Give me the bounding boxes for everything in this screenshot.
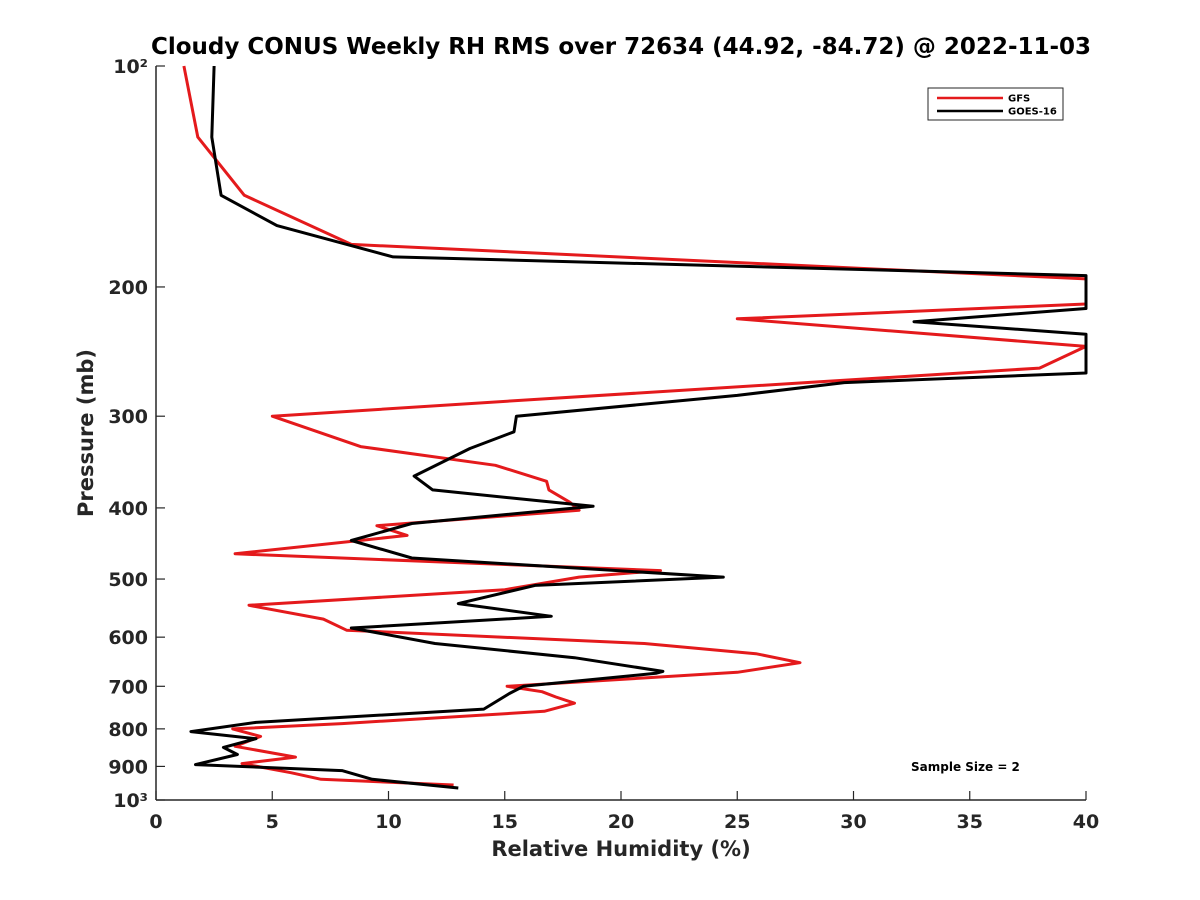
series-line-gfs: [182, 65, 1088, 787]
x-axis-title: Relative Humidity (%): [491, 837, 750, 861]
series-line-goes-16: [189, 65, 1088, 790]
y-tick-label: 800: [108, 719, 148, 741]
plot-area: [156, 66, 1086, 800]
y-axis-ticks: 10² 200 300 400 500 600 700 800 900 10³: [108, 56, 165, 812]
legend-label-gfs: GFS: [1008, 94, 1030, 105]
y-tick-label: 10³: [113, 790, 148, 812]
legend-box: [927, 87, 1064, 121]
y-axis-title: Pressure (mb): [74, 349, 98, 517]
x-tick-label: 10: [375, 811, 401, 833]
x-tick-label: 5: [266, 811, 279, 833]
y-tick-label: 400: [108, 498, 148, 520]
sample-size-annotation: Sample Size = 2: [911, 760, 1020, 774]
x-tick-label: 15: [492, 811, 518, 833]
legend: GFS GOES-16: [927, 87, 1064, 121]
x-tick-label: 30: [840, 811, 866, 833]
y-tick-label: 600: [108, 627, 148, 649]
x-tick-label: 25: [724, 811, 750, 833]
y-tick-label: 700: [108, 676, 148, 698]
x-tick-label: 20: [608, 811, 634, 833]
y-tick-label: 900: [108, 756, 148, 778]
legend-label-goes16: GOES-16: [1008, 107, 1057, 118]
y-tick-label: 10²: [113, 56, 148, 78]
x-tick-label: 35: [957, 811, 983, 833]
y-tick-label: 200: [108, 277, 148, 299]
x-tick-label: 40: [1073, 811, 1099, 833]
x-axis-ticks: 0 5 10 15 20 25 30 35 40: [149, 791, 1099, 833]
chart-title: Cloudy CONUS Weekly RH RMS over 72634 (4…: [151, 34, 1091, 60]
y-tick-label: 300: [108, 406, 148, 428]
series-layer: [182, 65, 1088, 790]
y-tick-label: 500: [108, 569, 148, 591]
x-tick-label: 0: [149, 811, 162, 833]
